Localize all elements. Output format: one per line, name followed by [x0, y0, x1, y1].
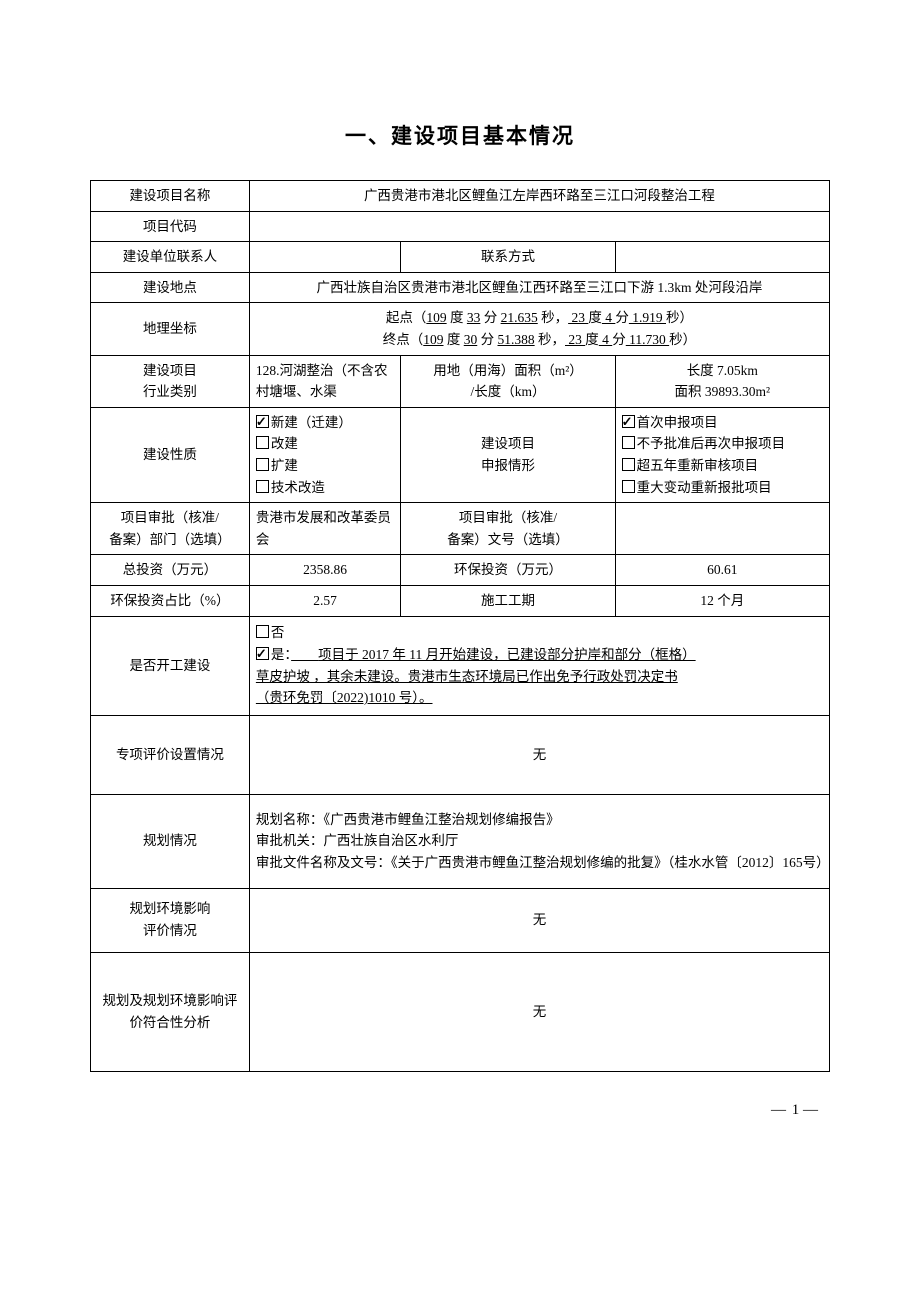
value-industry-cat: 128.河湖整治（不含农村塘堰、水渠 [249, 355, 400, 407]
value-geo-coord: 起点（109 度 33 分 21.635 秒， 23 度 4 分 1.919 秒… [249, 303, 829, 355]
table-row: 建设项目行业类别 128.河湖整治（不含农村塘堰、水渠 用地（用海）面积（m²）… [91, 355, 830, 407]
label-declare-form: 建设项目申报情形 [401, 407, 615, 502]
label-approval-dept: 项目审批（核准/备案）部门（选填） [91, 503, 250, 555]
label-planning: 规划情况 [91, 794, 250, 888]
checkbox-started-yes [256, 647, 269, 660]
label-project-name: 建设项目名称 [91, 181, 250, 212]
table-row: 地理坐标 起点（109 度 33 分 21.635 秒， 23 度 4 分 1.… [91, 303, 830, 355]
value-total-invest: 2358.86 [249, 555, 400, 586]
table-row: 建设单位联系人 联系方式 [91, 242, 830, 273]
table-row: 项目代码 [91, 211, 830, 242]
label-industry-cat: 建设项目行业类别 [91, 355, 250, 407]
label-env-ratio: 环保投资占比（%） [91, 585, 250, 616]
label-approval-no: 项目审批（核准/备案）文号（选填） [401, 503, 615, 555]
checkbox-expand [256, 458, 269, 471]
value-plan-compliance: 无 [249, 952, 829, 1071]
label-special-eval: 专项评价设置情况 [91, 715, 250, 794]
table-row: 建设项目名称 广西贵港市港北区鲤鱼江左岸西环路至三江口河段整治工程 [91, 181, 830, 212]
checkbox-reject-re [622, 436, 635, 449]
value-declare-form: 首次申报项目 不予批准后再次申报项目 超五年重新审核项目 重大变动重新报批项目 [615, 407, 829, 502]
checkbox-five-year [622, 458, 635, 471]
table-row: 建设地点 广西壮族自治区贵港市港北区鲤鱼江西环路至三江口下游 1.3km 处河段… [91, 272, 830, 303]
label-env-invest: 环保投资（万元） [401, 555, 615, 586]
label-started: 是否开工建设 [91, 616, 250, 715]
label-contact-person: 建设单位联系人 [91, 242, 250, 273]
value-land-use: 长度 7.05km面积 39893.30m² [615, 355, 829, 407]
checkbox-tech [256, 480, 269, 493]
section-title: 一、建设项目基本情况 [90, 120, 830, 150]
table-row: 总投资（万元） 2358.86 环保投资（万元） 60.61 [91, 555, 830, 586]
label-land-use: 用地（用海）面积（m²）/长度（km） [401, 355, 615, 407]
table-row: 建设性质 新建（迁建） 改建 扩建 技术改造 建设项目申报情形 首次申报项目 不… [91, 407, 830, 502]
checkbox-major-change [622, 480, 635, 493]
value-env-ratio: 2.57 [249, 585, 400, 616]
table-row: 环保投资占比（%） 2.57 施工工期 12 个月 [91, 585, 830, 616]
value-approval-dept: 贵港市发展和改革委员会 [249, 503, 400, 555]
value-env-invest: 60.61 [615, 555, 829, 586]
checkbox-first-declare [622, 415, 635, 428]
value-location: 广西壮族自治区贵港市港北区鲤鱼江西环路至三江口下游 1.3km 处河段沿岸 [249, 272, 829, 303]
page-number: — 1 — [90, 1102, 830, 1119]
table-row: 是否开工建设 否 是： 项目于 2017 年 11 月开始建设，已建设部分护岸和… [91, 616, 830, 715]
table-row: 规划环境影响评价情况 无 [91, 888, 830, 952]
checkbox-started-no [256, 625, 269, 638]
value-approval-no [615, 503, 829, 555]
label-project-code: 项目代码 [91, 211, 250, 242]
table-row: 专项评价设置情况 无 [91, 715, 830, 794]
table-row: 规划情况 规划名称：《广西贵港市鲤鱼江整治规划修编报告》审批机关：广西壮族自治区… [91, 794, 830, 888]
value-build-nature: 新建（迁建） 改建 扩建 技术改造 [249, 407, 400, 502]
value-contact-method [615, 242, 829, 273]
value-contact-person [249, 242, 400, 273]
label-geo-coord: 地理坐标 [91, 303, 250, 355]
label-location: 建设地点 [91, 272, 250, 303]
label-duration: 施工工期 [401, 585, 615, 616]
label-build-nature: 建设性质 [91, 407, 250, 502]
label-contact-method: 联系方式 [401, 242, 615, 273]
value-plan-env-eval: 无 [249, 888, 829, 952]
value-planning: 规划名称：《广西贵港市鲤鱼江整治规划修编报告》审批机关：广西壮族自治区水利厅审批… [249, 794, 829, 888]
label-plan-env-eval: 规划环境影响评价情况 [91, 888, 250, 952]
label-plan-compliance: 规划及规划环境影响评价符合性分析 [91, 952, 250, 1071]
checkbox-new-build [256, 415, 269, 428]
value-project-name: 广西贵港市港北区鲤鱼江左岸西环路至三江口河段整治工程 [249, 181, 829, 212]
checkbox-rebuild [256, 436, 269, 449]
value-project-code [249, 211, 829, 242]
basic-info-table: 建设项目名称 广西贵港市港北区鲤鱼江左岸西环路至三江口河段整治工程 项目代码 建… [90, 180, 830, 1072]
value-special-eval: 无 [249, 715, 829, 794]
value-started: 否 是： 项目于 2017 年 11 月开始建设，已建设部分护岸和部分（框格） … [249, 616, 829, 715]
table-row: 项目审批（核准/备案）部门（选填） 贵港市发展和改革委员会 项目审批（核准/备案… [91, 503, 830, 555]
value-duration: 12 个月 [615, 585, 829, 616]
table-row: 规划及规划环境影响评价符合性分析 无 [91, 952, 830, 1071]
label-total-invest: 总投资（万元） [91, 555, 250, 586]
